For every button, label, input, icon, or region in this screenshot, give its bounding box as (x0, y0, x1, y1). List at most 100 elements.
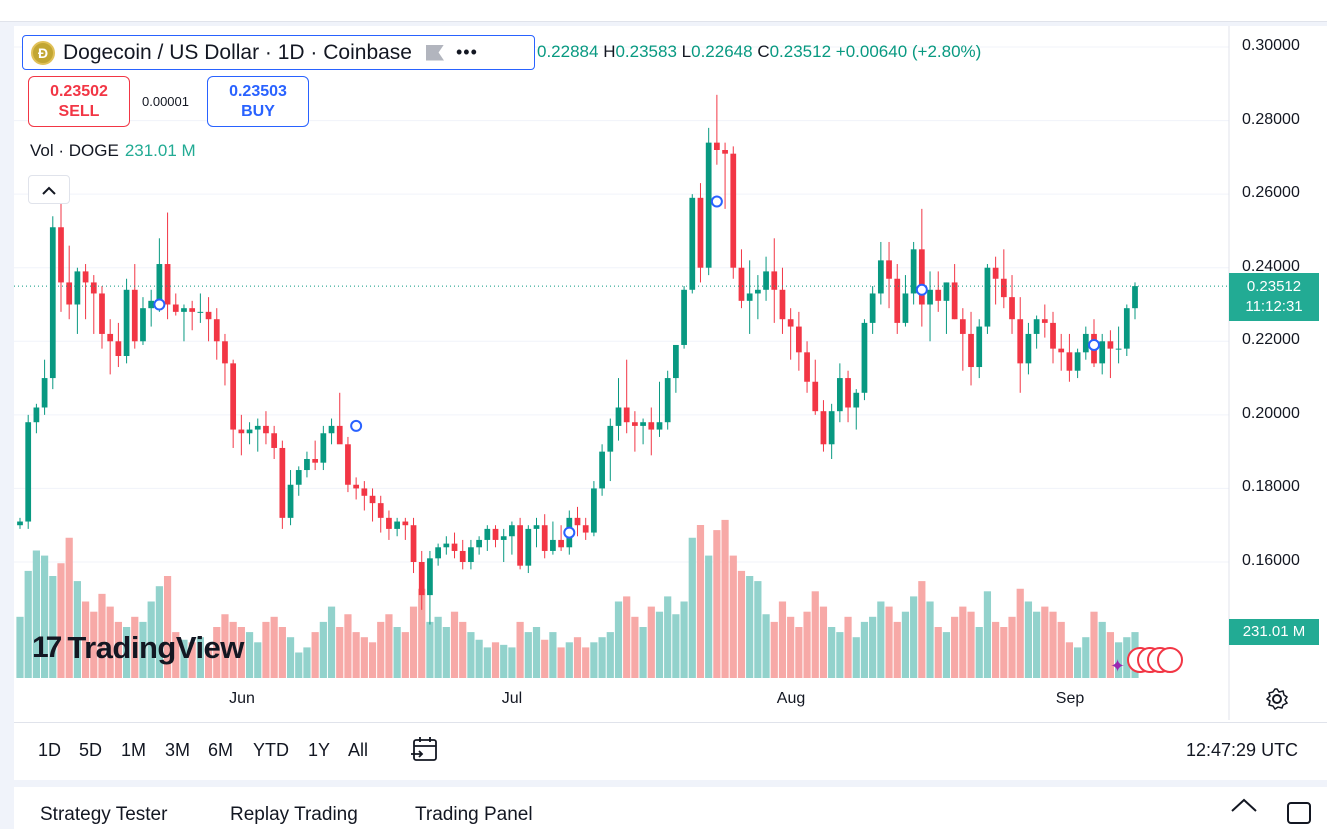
volume-bar (672, 614, 680, 678)
maximize-panel-icon[interactable] (1287, 802, 1311, 824)
volume-bar (639, 627, 647, 678)
volume-bar (500, 644, 508, 678)
candle-body (271, 433, 278, 448)
candle-body (861, 322, 868, 393)
calendar-goto-icon[interactable] (410, 735, 438, 763)
candle-body (1132, 286, 1138, 309)
volume-bar (926, 601, 934, 678)
volume-bar (254, 642, 262, 678)
flag-icon[interactable] (425, 44, 444, 61)
range-button-1m[interactable]: 1M (121, 740, 147, 760)
utc-clock[interactable]: 12:47:29 UTC (1186, 740, 1299, 760)
volume-bar (770, 621, 778, 678)
symbol-title[interactable]: Dogecoin / US Dollar · 1D · Coinbase (63, 40, 412, 64)
buy-price: 0.23503 (229, 83, 287, 100)
volume-bar (803, 611, 811, 678)
volume-bar (24, 570, 32, 678)
candle-body (17, 521, 23, 526)
volume-bar (344, 614, 352, 678)
volume-bar (1041, 606, 1049, 678)
volume-bar (475, 639, 483, 678)
volume-bar (319, 621, 327, 678)
volume-bar (565, 642, 573, 678)
candle-body (49, 227, 56, 379)
volume-bar (295, 652, 303, 678)
tab-replay-trading[interactable]: Replay Trading (230, 804, 358, 825)
volume-bar (975, 627, 983, 678)
candle-body (779, 289, 786, 320)
event-marker (915, 283, 928, 296)
sparkle-icon: ✦ (1110, 656, 1125, 676)
volume-bar (844, 616, 852, 678)
candle-body (927, 289, 933, 305)
candle-body (222, 341, 228, 364)
range-button-ytd[interactable]: YTD (253, 740, 289, 760)
candle-body (517, 525, 523, 566)
close-key: C (757, 42, 770, 61)
high-key: H (603, 42, 616, 61)
volume-bar (1106, 632, 1115, 678)
candle-body (369, 495, 376, 504)
range-button-1d[interactable]: 1D (38, 740, 62, 760)
tradingview-wordmark: TradingView (67, 630, 244, 665)
candle-body (984, 267, 991, 327)
volume-bar (278, 627, 286, 678)
event-marker (563, 526, 576, 539)
range-button-1y[interactable]: 1Y (308, 740, 331, 760)
more-options-icon[interactable]: ••• (455, 42, 478, 62)
price-tick: 0.18000 (1242, 478, 1300, 496)
volume-bar (680, 601, 688, 678)
volume-bar (647, 606, 655, 678)
tab-strategy-tester[interactable]: Strategy Tester (40, 804, 168, 825)
candle-body (361, 488, 368, 496)
volume-bar (836, 632, 844, 678)
tab-trading-panel[interactable]: Trading Panel (415, 804, 533, 825)
price-tick: 0.20000 (1242, 404, 1300, 422)
candle-body (558, 539, 564, 548)
candle-body (1033, 319, 1040, 334)
candle-body (336, 425, 343, 445)
volume-bar (172, 632, 180, 678)
sell-button[interactable]: 0.23502 SELL (28, 76, 130, 127)
volume-bar (860, 621, 869, 678)
candle-body (550, 539, 556, 551)
candle-body (910, 249, 917, 294)
candle-body (1066, 352, 1073, 371)
candle-body (951, 282, 958, 320)
volume-label: Vol · DOGE (30, 141, 119, 160)
symbol-legend[interactable]: Ð Dogecoin / US Dollar · 1D · Coinbase •… (22, 35, 535, 70)
buy-button[interactable]: 0.23503 BUY (207, 76, 309, 127)
volume-bar (901, 611, 910, 678)
volume-bar (213, 627, 221, 678)
volume-bar (360, 637, 368, 678)
candle-body (836, 378, 843, 412)
volume-bar (893, 621, 901, 678)
volume-bar (508, 647, 516, 678)
volume-bar (450, 611, 459, 678)
range-button-5d[interactable]: 5D (79, 740, 103, 760)
range-button-all[interactable]: All (348, 740, 369, 760)
range-button-6m[interactable]: 6M (208, 740, 234, 760)
time-tick: Aug (776, 690, 806, 707)
volume-legend[interactable]: Vol · DOGE 231.01 M (30, 141, 196, 161)
price-tick: 0.16000 (1242, 552, 1300, 569)
low-key: L (681, 42, 692, 61)
candle-body (238, 429, 245, 434)
candle-body (82, 271, 89, 283)
candle-body (771, 271, 778, 290)
collapse-legend-button[interactable] (28, 175, 70, 204)
candle-body (205, 311, 212, 320)
volume-bar (106, 606, 114, 678)
candle-body (410, 525, 417, 562)
candle-body (345, 444, 351, 485)
candle-body (902, 293, 909, 323)
volume-bar (303, 647, 311, 678)
volume-bar (754, 581, 762, 678)
candle-body (123, 289, 130, 356)
volume-bar (467, 632, 475, 678)
candle-body (41, 378, 48, 408)
price-tick: 0.30000 (1242, 37, 1300, 54)
range-button-3m[interactable]: 3M (165, 740, 191, 760)
volume-bar (606, 632, 614, 678)
